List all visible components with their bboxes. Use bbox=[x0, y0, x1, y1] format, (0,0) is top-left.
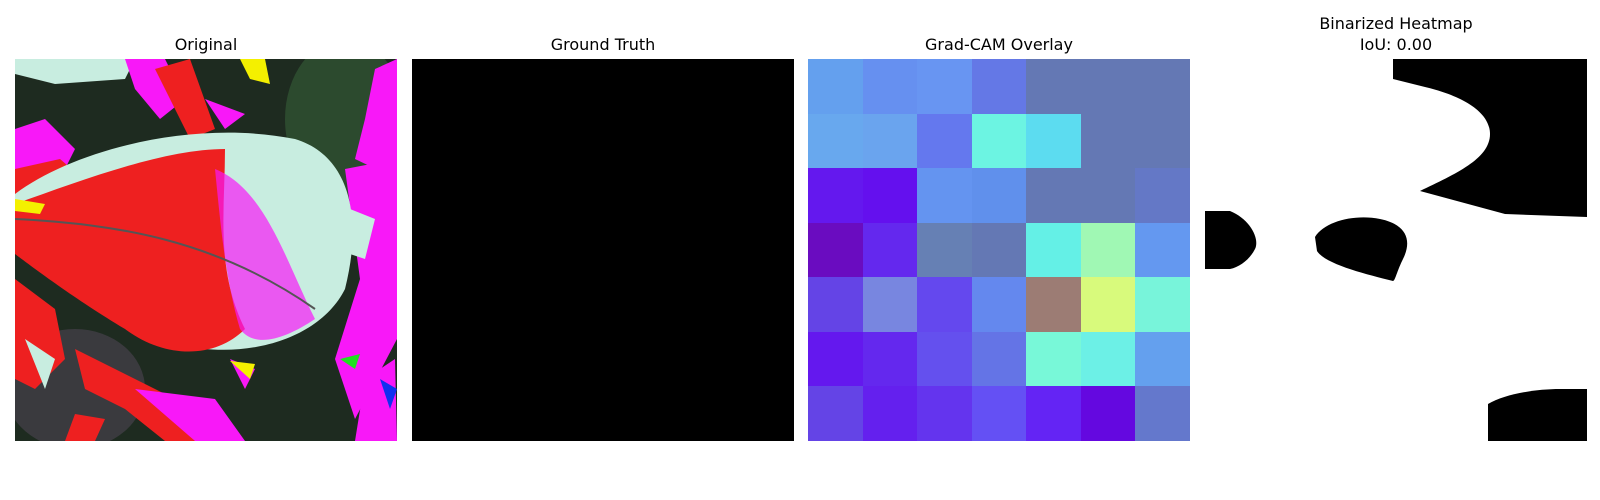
heatmap-cell bbox=[808, 222, 863, 278]
heatmap-cell bbox=[862, 386, 918, 441]
heatmap-cell bbox=[1080, 386, 1136, 441]
gradcam-overlay-title: Grad-CAM Overlay bbox=[925, 35, 1073, 54]
heatmap-cell bbox=[862, 331, 918, 387]
original-title: Original bbox=[174, 35, 238, 54]
heatmap-cell bbox=[917, 331, 972, 387]
heatmap-cell bbox=[971, 113, 1027, 169]
heatmap-cell bbox=[917, 113, 972, 169]
heatmap-cell bbox=[971, 168, 1027, 223]
heatmap-cell bbox=[971, 386, 1027, 441]
binarized-heatmap bbox=[1205, 59, 1587, 441]
heatmap-cell bbox=[808, 113, 863, 169]
heatmap-cell bbox=[1026, 113, 1081, 169]
heatmap-cell bbox=[808, 59, 863, 114]
original-image bbox=[15, 59, 397, 441]
heatmap-cell bbox=[1080, 113, 1136, 169]
heatmap-cell bbox=[1026, 168, 1081, 223]
heatmap-cell bbox=[1080, 168, 1136, 223]
heatmap-cell bbox=[1080, 222, 1136, 278]
ground-truth-mask bbox=[412, 59, 794, 441]
heatmap-cell bbox=[917, 59, 972, 114]
heatmap-cell bbox=[862, 59, 918, 114]
heatmap-cell bbox=[1135, 386, 1190, 441]
heatmap-cell bbox=[1026, 277, 1081, 332]
heatmap-cell bbox=[917, 277, 972, 332]
heatmap-cell bbox=[862, 113, 918, 169]
heatmap-cell bbox=[1026, 331, 1081, 387]
heatmap-cell bbox=[862, 222, 918, 278]
heatmap-cell bbox=[1080, 277, 1136, 332]
heatmap-cell bbox=[917, 168, 972, 223]
heatmap-cell bbox=[1135, 168, 1190, 223]
heatmap-cell bbox=[1026, 386, 1081, 441]
heatmap-cell bbox=[1135, 331, 1190, 387]
heatmap-cell bbox=[1135, 59, 1190, 114]
heatmap-cell bbox=[917, 386, 972, 441]
heatmap-cell bbox=[808, 168, 863, 223]
heatmap-cell bbox=[917, 222, 972, 278]
binarized-heatmap-title: Binarized Heatmap bbox=[1319, 14, 1473, 33]
heatmap-cell bbox=[971, 331, 1027, 387]
heatmap-cell bbox=[1135, 222, 1190, 278]
heatmap-cell bbox=[1080, 331, 1136, 387]
heatmap-cell bbox=[808, 386, 863, 441]
heatmap-cell bbox=[862, 168, 918, 223]
heatmap-cell bbox=[1135, 113, 1190, 169]
ground-truth-title: Ground Truth bbox=[550, 35, 656, 54]
heatmap-cell bbox=[1026, 222, 1081, 278]
gradcam-overlay-heatmap bbox=[808, 59, 1190, 441]
heatmap-cell bbox=[1026, 59, 1081, 114]
heatmap-cell bbox=[971, 59, 1027, 114]
heatmap-cell bbox=[1080, 59, 1136, 114]
heatmap-cell bbox=[862, 277, 918, 332]
heatmap-cell bbox=[971, 277, 1027, 332]
heatmap-cell bbox=[808, 277, 863, 332]
iou-score: IoU: 0.00 bbox=[1359, 35, 1433, 54]
heatmap-cell bbox=[1135, 277, 1190, 332]
heatmap-cell bbox=[971, 222, 1027, 278]
heatmap-cell bbox=[808, 331, 863, 387]
